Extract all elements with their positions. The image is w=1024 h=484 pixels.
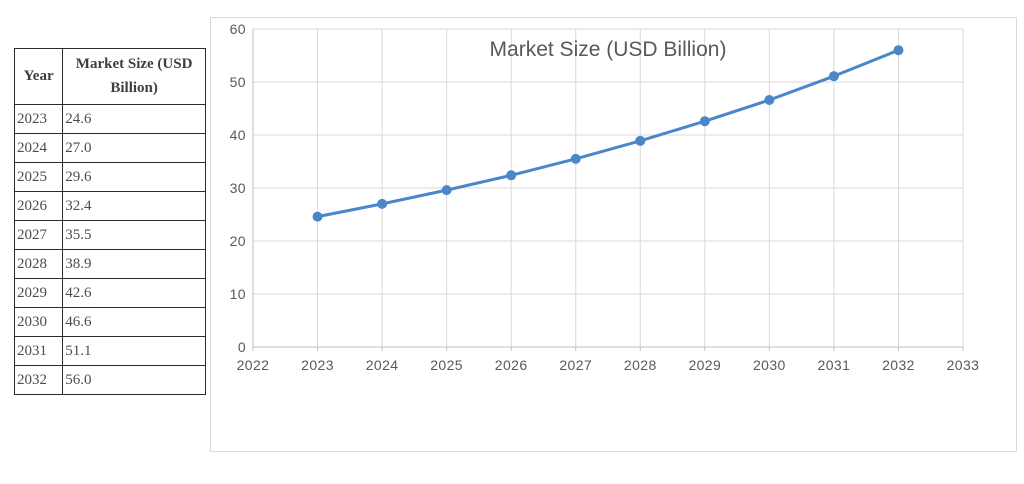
year-cell: 2029 [13,278,64,308]
y-tick-label: 40 [230,127,246,143]
x-tick-label: 2032 [882,357,915,373]
year-cell: 2032 [13,365,64,395]
x-tick-label: 2029 [688,357,721,373]
chart-y-axis-labels: 0 10 20 30 40 50 60 [230,21,246,355]
x-tick-label: 2025 [430,357,463,373]
value-cell: 38.9 [62,249,206,279]
year-cell: 2025 [13,162,64,192]
data-point-marker [828,71,839,82]
chart-title: Market Size (USD Billion) [490,38,727,61]
year-cell: 2030 [13,307,64,337]
year-cell: 2023 [13,104,64,134]
x-tick-label: 2027 [559,357,592,373]
market-size-table: Year Market Size (USD Billion) 2023 24.6 2… [13,48,206,395]
chart-data-points [312,45,904,222]
x-tick-label: 2031 [818,357,851,373]
x-tick-label: 2022 [237,357,270,373]
year-cell: 2031 [13,336,64,366]
table-row: 2028 38.9 [13,249,206,279]
x-tick-label: 2024 [366,357,399,373]
table-row: 2024 27.0 [13,133,206,163]
table-row: 2032 56.0 [13,365,206,395]
y-tick-label: 50 [230,74,246,90]
x-tick-label: 2026 [495,357,528,373]
table-body: 2023 24.6 2024 27.0 2025 29.6 2026 32.4 2027 35.5… [13,104,206,395]
table-row: 2029 42.6 [13,278,206,308]
header-cell-market-size: Market Size (USD Billion) [62,48,206,105]
data-point-marker [312,211,323,222]
data-point-marker [893,45,904,56]
table-row: 2027 35.5 [13,220,206,250]
chart-series-line [316,48,900,219]
year-cell: 2028 [13,249,64,279]
table-header-row: Year Market Size (USD Billion) [13,48,206,105]
chart-axes [252,29,964,351]
x-tick-label: 2030 [753,357,786,373]
value-cell: 29.6 [62,162,206,192]
table-row: 2025 29.6 [13,162,206,192]
series-line [316,48,900,219]
line-chart: 2022 2023 2024 2025 2026 2027 2028 2029 2030 2031… [230,21,980,373]
table-row: 2031 51.1 [13,336,206,366]
y-tick-label: 10 [230,286,246,302]
year-cell: 2026 [13,191,64,221]
value-cell: 32.4 [62,191,206,221]
data-point-marker [570,153,581,164]
value-cell: 27.0 [62,133,206,163]
chart-container: 2022 2023 2024 2025 2026 2027 2028 2029 2030 2031… [210,17,1017,452]
value-cell: 24.6 [62,104,206,134]
value-cell: 46.6 [62,307,206,337]
value-cell: 42.6 [62,278,206,308]
table-row: 2030 46.6 [13,307,206,337]
data-point-marker [441,185,452,196]
value-cell: 35.5 [62,220,206,250]
header-cell-year: Year [13,48,64,105]
table-row: 2026 32.4 [13,191,206,221]
value-cell: 56.0 [62,365,206,395]
data-point-marker [635,135,646,146]
y-tick-label: 20 [230,233,246,249]
chart-gridlines [252,28,964,348]
y-tick-label: 60 [230,21,246,37]
data-point-marker [764,95,775,106]
x-tick-label: 2033 [947,357,980,373]
value-cell: 51.1 [62,336,206,366]
data-point-marker [699,116,710,127]
data-point-marker [377,198,388,209]
data-point-marker [506,170,517,181]
y-tick-label: 30 [230,180,246,196]
year-cell: 2027 [13,220,64,250]
table-row: 2023 24.6 [13,104,206,134]
chart-x-axis-labels: 2022 2023 2024 2025 2026 2027 2028 2029 2030 2031… [237,357,980,373]
x-tick-label: 2023 [301,357,334,373]
year-cell: 2024 [13,133,64,163]
x-tick-label: 2028 [624,357,657,373]
y-tick-label: 0 [238,339,246,355]
